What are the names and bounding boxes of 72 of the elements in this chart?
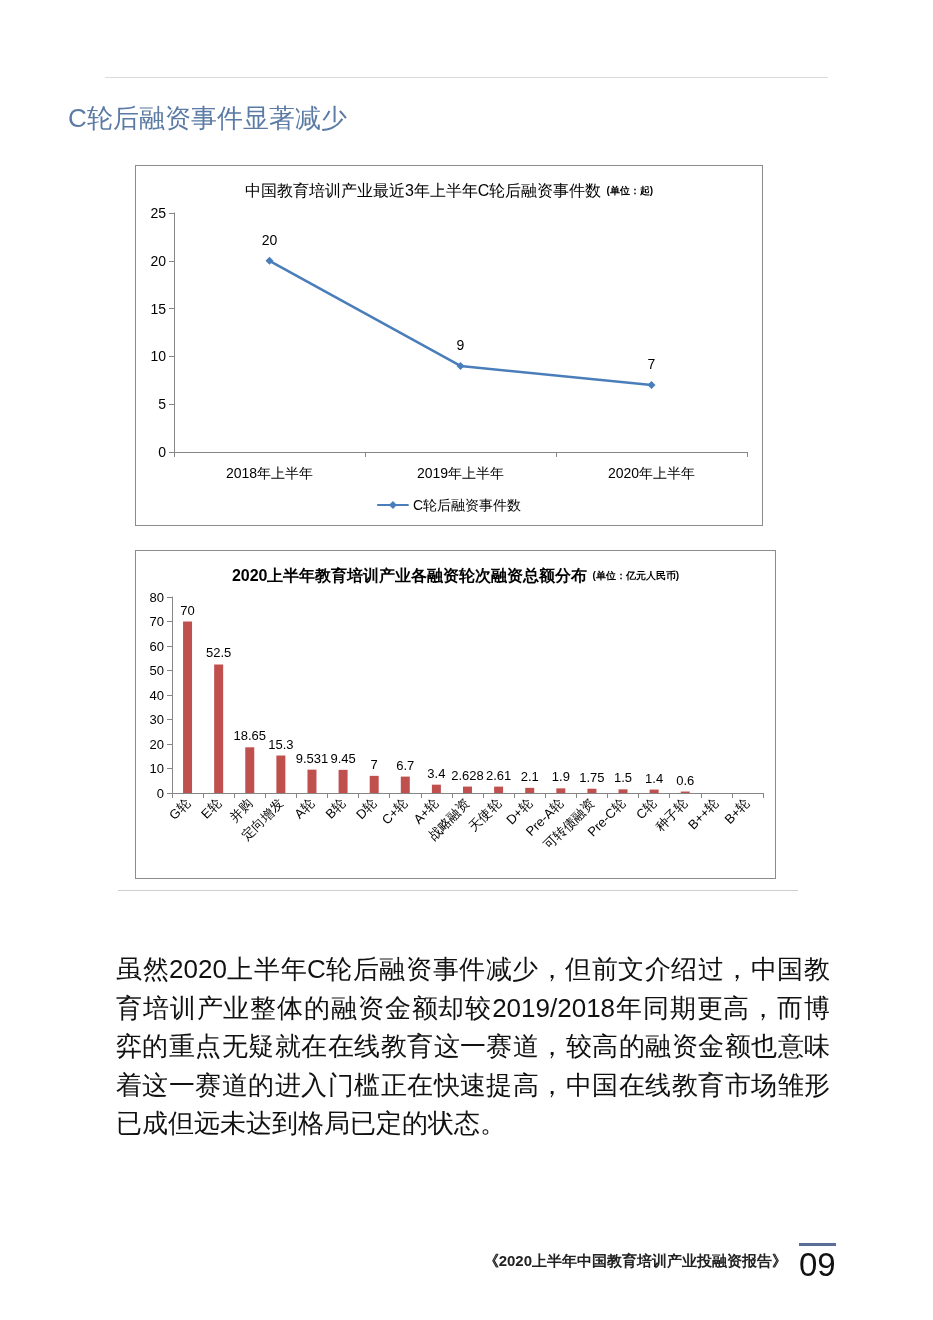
bar bbox=[431, 784, 441, 793]
point bbox=[456, 361, 465, 370]
y-tick-label: 10 bbox=[149, 761, 164, 776]
data-label: 18.65 bbox=[233, 728, 267, 744]
data-label: 9.45 bbox=[330, 750, 356, 766]
y-tick-label: 20 bbox=[149, 736, 164, 752]
text: C轮后融资事件显著减少 bbox=[68, 102, 347, 135]
x-tick-label: A轮 bbox=[291, 795, 318, 822]
bar bbox=[400, 776, 410, 793]
bar bbox=[183, 621, 193, 793]
y-tick-label: 25 bbox=[150, 205, 167, 221]
y-tick-label: 40 bbox=[149, 687, 164, 703]
data-label: 2.61 bbox=[485, 767, 512, 783]
chart-subtitle: (单位：起) bbox=[606, 184, 654, 196]
data-label: 9 bbox=[456, 336, 465, 353]
bar bbox=[618, 789, 628, 793]
data-label: 7 bbox=[647, 356, 656, 373]
bar bbox=[245, 747, 255, 793]
data-label: 3.4 bbox=[427, 765, 446, 781]
bar bbox=[307, 769, 317, 793]
chart-title: 2020上半年教育培训产业各融资轮次融资总额分布 bbox=[231, 565, 588, 584]
point bbox=[265, 256, 274, 265]
chart-subtitle: (单位：亿元人民币) bbox=[592, 569, 680, 581]
data-label: 7 bbox=[370, 756, 378, 772]
y-tick-label: 30 bbox=[149, 712, 164, 727]
y-tick-label: 20 bbox=[150, 252, 167, 269]
bar bbox=[338, 769, 348, 793]
chart-title: 中国教育培训产业最近3年上半年C轮后融资事件数 bbox=[244, 181, 602, 199]
bar bbox=[556, 788, 566, 793]
data-label: 1.75 bbox=[579, 769, 605, 785]
x-tick-label: E轮 bbox=[198, 795, 224, 822]
x-tick-label: D轮 bbox=[353, 795, 380, 823]
bar bbox=[494, 786, 504, 793]
data-label: 1.4 bbox=[645, 770, 664, 786]
x-tick-label: 2018年上半年 bbox=[225, 465, 314, 481]
y-tick-label: 0 bbox=[158, 444, 167, 460]
y-tick-label: 50 bbox=[149, 663, 164, 678]
bar bbox=[214, 664, 224, 793]
x-tick-label: 2020年上半年 bbox=[607, 465, 696, 481]
y-tick-label: 0 bbox=[156, 785, 164, 801]
x-tick-label: 2019年上半年 bbox=[416, 465, 505, 481]
y-tick-label: 10 bbox=[150, 348, 167, 365]
bar bbox=[276, 755, 286, 793]
bar bbox=[463, 786, 472, 793]
data-label: 6.7 bbox=[396, 757, 415, 773]
data-label: 20 bbox=[261, 231, 278, 248]
x-tick-label: C+轮 bbox=[378, 795, 411, 828]
bar bbox=[587, 788, 597, 793]
data-label: 2.1 bbox=[520, 768, 539, 784]
x-tick-label: B轮 bbox=[322, 795, 349, 822]
data-label: 9.531 bbox=[295, 750, 329, 766]
y-tick-label: 80 bbox=[149, 589, 164, 605]
data-label: 70 bbox=[180, 602, 195, 618]
data-label: 1.5 bbox=[613, 770, 633, 786]
x-tick-label: B+轮 bbox=[721, 795, 753, 827]
bar bbox=[525, 787, 535, 793]
data-label: 0.6 bbox=[676, 772, 695, 788]
text: 09 bbox=[799, 1243, 836, 1283]
data-label: 1.9 bbox=[551, 769, 570, 785]
bar bbox=[369, 775, 379, 793]
data-label: 2.628 bbox=[451, 767, 484, 783]
y-tick-label: 15 bbox=[150, 300, 167, 317]
point bbox=[647, 381, 656, 390]
data-label: 15.3 bbox=[268, 736, 294, 752]
y-tick-label: 5 bbox=[158, 396, 167, 413]
text: 《2020上半年中国教育培训产业投融资报告》 bbox=[483, 1251, 787, 1271]
y-tick-label: 70 bbox=[149, 614, 164, 629]
y-tick-label: 60 bbox=[149, 638, 164, 654]
data-label: 52.5 bbox=[206, 645, 232, 661]
x-tick-label: G轮 bbox=[165, 795, 193, 823]
legend-label: C轮后融资事件数 bbox=[412, 497, 522, 513]
text: 虽然2020上半年C轮后融资事件减少，但前文介绍过，中国教育培训产业整体的融资金额却较2019/2018年同期更高，而博弈的重点无疑就在在线教育这一赛道，较高的融资金额也意味着这一赛道的进入门槛正在快速提高，中国在线教育市场雏形已成但远未达到格局已定的状态。 bbox=[116, 953, 830, 1140]
